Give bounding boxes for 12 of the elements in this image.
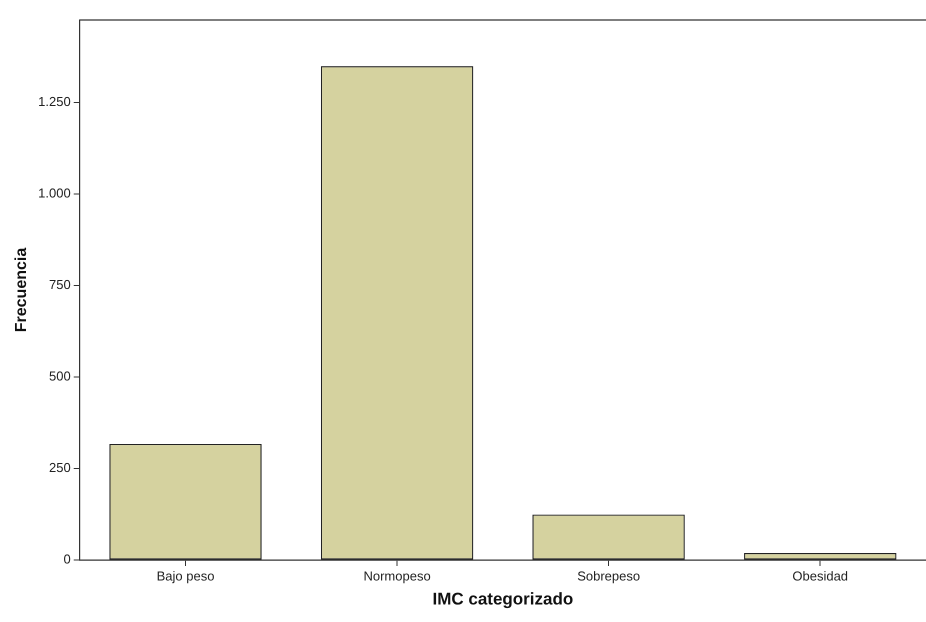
y-tick-label: 500 (49, 368, 71, 384)
x-tick-label: Obesidad (792, 568, 848, 584)
y-tick-label: 750 (49, 277, 71, 292)
x-axis-title: IMC categorizado (432, 589, 574, 608)
x-tick-label: Normopeso (363, 568, 431, 584)
x-tick-label: Bajo peso (156, 568, 214, 584)
y-tick-label: 0 (63, 552, 71, 567)
y-axis-title: Frecuencia (13, 248, 30, 332)
y-tick-label: 1.250 (38, 94, 71, 109)
y-tick-label: 250 (49, 460, 71, 476)
y-tick-label: 1.000 (38, 185, 71, 200)
x-tick-label: Sobrepeso (577, 568, 640, 584)
